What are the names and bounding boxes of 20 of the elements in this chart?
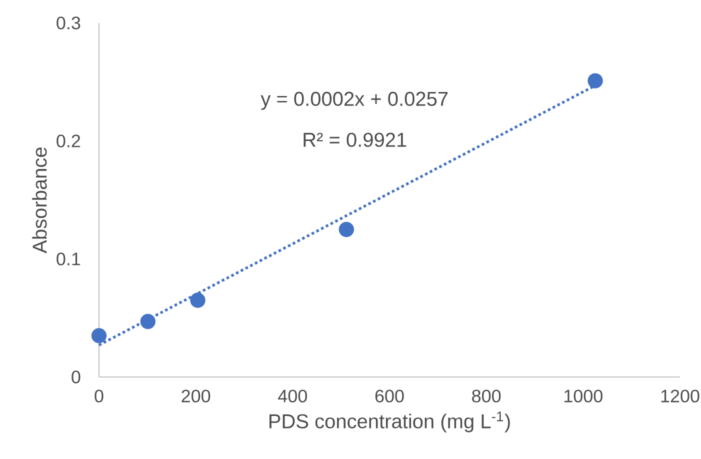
x-tick-label: 400 xyxy=(278,390,307,402)
y-tick-label: 0.1 xyxy=(56,252,80,266)
x-axis-title: PDS concentration (mg L$^{-1}$) xyxy=(270,412,510,432)
point xyxy=(588,73,603,88)
x-tick-label: 600 xyxy=(375,390,404,402)
y-tick-label: 0 xyxy=(72,370,80,384)
point xyxy=(140,314,156,330)
point xyxy=(91,328,107,344)
x-tick-label: 800 xyxy=(472,390,501,402)
x-tick-label: 1000 xyxy=(564,390,602,402)
x-tick-label: 200 xyxy=(182,390,210,402)
y-tick-label: 0.3 xyxy=(56,16,80,30)
point xyxy=(190,292,206,308)
y-tick-label: 0.2 xyxy=(56,134,80,148)
annotation: R² = 0.9921 xyxy=(304,132,406,147)
y-axis-title: Absorbance xyxy=(32,148,47,254)
x-tick-label: 0 xyxy=(94,390,104,402)
x-tick-label: 1200 xyxy=(661,390,700,402)
point xyxy=(338,222,354,238)
annotation: y = 0.0002x + 0.0257 xyxy=(260,92,448,110)
